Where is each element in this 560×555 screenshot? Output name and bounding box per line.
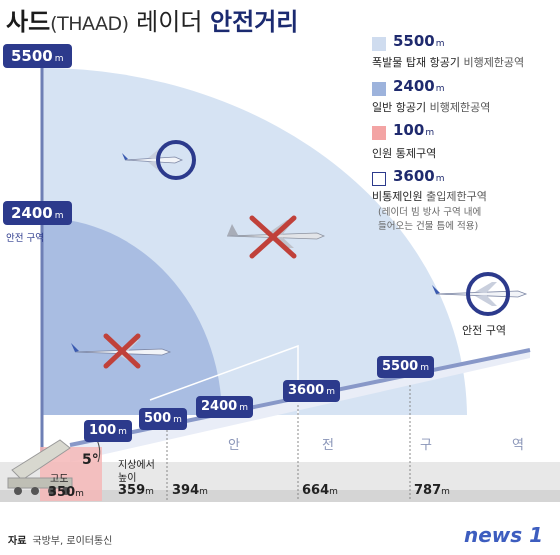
legend-value: 5500 <box>393 32 435 50</box>
legend-value: 2400 <box>393 77 435 95</box>
beam-value: 2400 <box>201 399 238 414</box>
legend-swatch-100 <box>372 126 386 140</box>
legend-desc-main: 일반 항공기 <box>372 101 427 114</box>
altitude-label: 고도 <box>50 474 69 485</box>
unit: m <box>435 174 445 184</box>
distance-markers <box>166 385 411 500</box>
safe-circle-icon <box>466 272 510 316</box>
legend-title: 2400m <box>393 77 445 95</box>
ground-height-label: 높이 <box>118 473 137 484</box>
beam-label-2400: 2400 m <box>196 396 253 418</box>
unit: m <box>326 387 335 397</box>
legend-value: 3600 <box>393 167 435 185</box>
no-entry-cross-icon <box>249 215 297 259</box>
title-main: 사드 <box>6 8 51 36</box>
unit: m <box>425 128 435 138</box>
legend-desc-light: 비행제한공역 <box>459 56 525 69</box>
distance-label: 359m <box>118 483 154 498</box>
unit: m <box>435 84 445 94</box>
beam-value: 500 <box>144 411 172 426</box>
ground-word: 구 <box>420 438 432 453</box>
unit: m <box>54 211 64 221</box>
axis-label-5500: 5500 m <box>3 44 72 68</box>
radar-icon <box>7 439 73 495</box>
legend-swatch-2400 <box>372 82 386 96</box>
footer-source: 자료 국방부, 로이터통신 <box>8 532 112 547</box>
legend-note: (레이더 빔 방사 구역 내에 <box>378 207 482 218</box>
beam-label-100: 100 m <box>84 420 132 442</box>
title-emph: 안전거리 <box>210 8 299 36</box>
legend-note: 들어오는 건물 틈에 적용) <box>378 221 479 232</box>
distance-label: 787m <box>414 483 450 498</box>
legend-value: 100 <box>393 121 425 139</box>
ground-dark <box>0 490 560 502</box>
page-title: 사드(THAAD) 레이더 안전거리 <box>6 2 298 37</box>
ground-height-label: 지상에서 <box>118 460 155 471</box>
axis-label-2400: 2400 m <box>3 201 72 225</box>
legend-desc-main: 폭발물 탑재 항공기 <box>372 56 460 69</box>
unit: m <box>173 415 182 425</box>
distance-value: 787 <box>414 483 442 498</box>
distance-value: 359 <box>118 483 146 498</box>
legend-desc: 일반 항공기 비행제한공역 <box>372 99 490 115</box>
safe-circle-icon <box>156 140 196 180</box>
legend-title: 5500m <box>393 32 445 50</box>
legend-swatch-3600 <box>372 172 386 186</box>
distance-label: 664m <box>302 483 338 498</box>
distance-value: 394 <box>172 483 200 498</box>
unit: m <box>329 487 338 497</box>
no-entry-cross-icon <box>103 333 141 369</box>
legend-title: 100m <box>393 121 434 139</box>
altitude-number: 350 <box>48 485 76 500</box>
legend-title: 3600m <box>393 167 445 185</box>
altitude-value: 350m <box>48 485 84 500</box>
legend-desc-main: 인원 통제구역 <box>372 147 437 160</box>
airplane-icon <box>432 282 528 306</box>
ground-word: 전 <box>322 438 334 453</box>
ground-word: 안 <box>228 438 240 453</box>
news1-logo: news 1 <box>464 523 544 547</box>
axis-value: 2400 <box>11 204 53 222</box>
legend-swatch-5500 <box>372 37 386 51</box>
unit: m <box>118 427 127 437</box>
axis-caption: 안전 구역 <box>6 233 44 244</box>
unit: m <box>145 487 154 497</box>
distance-value: 664 <box>302 483 330 498</box>
unit: m <box>75 489 84 499</box>
legend-desc: 폭발물 탑재 항공기 비행제한공역 <box>372 54 524 70</box>
unit: m <box>420 363 429 373</box>
unit: m <box>239 403 248 413</box>
legend-desc: 인원 통제구역 <box>372 145 436 161</box>
legend-desc-light: 비행제한공역 <box>426 101 491 114</box>
unit: m <box>441 487 450 497</box>
source-text: 국방부, 로이터통신 <box>32 536 113 547</box>
axis-value: 5500 <box>11 47 53 65</box>
beam-label-3600: 3600 m <box>283 380 340 402</box>
distance-label: 394m <box>172 483 208 498</box>
unit: m <box>435 39 445 49</box>
beam-value: 100 <box>89 423 117 438</box>
legend-desc-light: 출입제한구역 <box>422 190 487 203</box>
title-radar: 레이더 <box>128 8 211 36</box>
radar-beam <box>70 350 530 462</box>
unit: m <box>54 54 64 64</box>
beam-label-5500: 5500 m <box>377 356 434 378</box>
zone-2400 <box>42 218 222 415</box>
beam-label-500: 500 m <box>139 408 187 430</box>
legend-desc-main: 비통제인원 <box>372 190 423 203</box>
beam-angle: 5° <box>82 452 99 468</box>
legend-desc: 비통제인원 출입제한구역 <box>372 188 487 204</box>
unit: m <box>199 487 208 497</box>
source-label: 자료 <box>8 536 27 547</box>
title-paren: (THAAD) <box>50 13 129 35</box>
safe-zone-label: 안전 구역 <box>462 324 506 337</box>
beam-value: 3600 <box>288 383 325 398</box>
beam-value: 5500 <box>382 359 419 374</box>
ground-word: 역 <box>512 438 524 453</box>
